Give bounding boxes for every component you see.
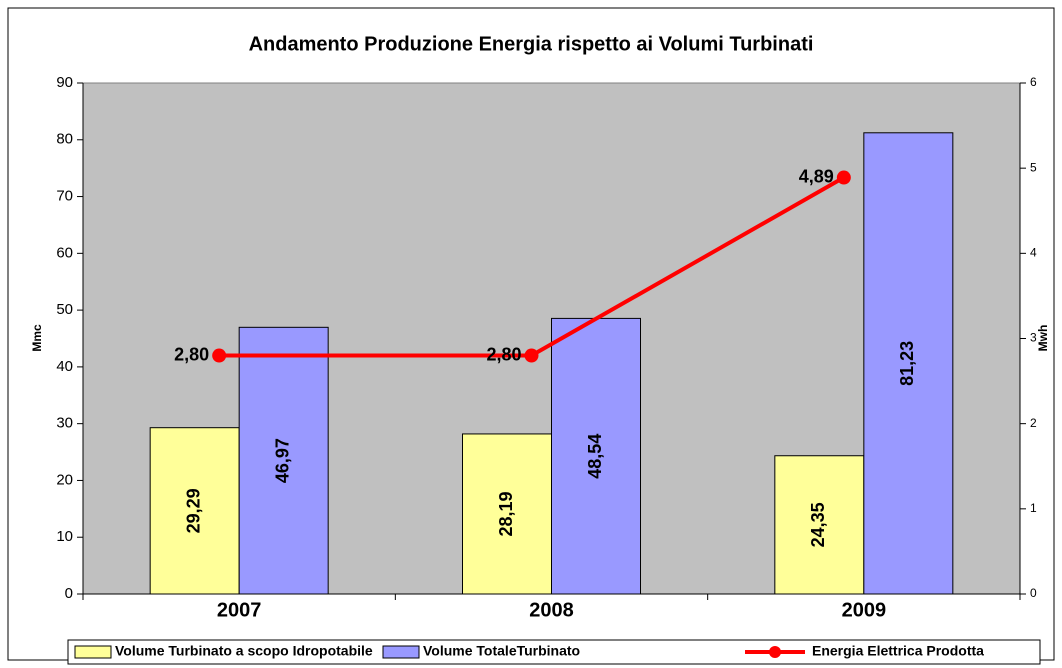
line-point <box>836 170 851 185</box>
bar <box>149 427 240 595</box>
legend-swatch <box>74 645 112 659</box>
bar <box>551 317 641 595</box>
bar <box>238 326 329 595</box>
bar <box>462 433 552 595</box>
y-tick-label: 90 <box>56 74 73 91</box>
y-tick-label: 80 <box>56 131 73 148</box>
legend-label: Volume Turbinato a scopo Idropotabile <box>115 643 373 659</box>
y-tick-label: 40 <box>56 358 73 375</box>
bar-value-label: 28,19 <box>496 491 516 536</box>
bar <box>863 132 954 595</box>
line-value-label: 2,80 <box>174 344 209 364</box>
y2-tick-label: 0 <box>1030 586 1037 600</box>
y-tick-label: 60 <box>56 244 73 261</box>
y2-tick-label: 1 <box>1030 501 1037 515</box>
legend-label: Volume TotaleTurbinato <box>423 643 580 659</box>
legend-swatch <box>382 645 420 659</box>
y-tick-label: 30 <box>56 415 73 432</box>
y-axis-title: Mmc <box>30 324 44 352</box>
bar-value-label: 81,23 <box>897 341 917 386</box>
y-tick-label: 70 <box>56 188 73 205</box>
bar-value-label: 48,54 <box>585 434 605 479</box>
y-tick-label: 10 <box>56 528 73 545</box>
bar-value-label: 24,35 <box>808 502 828 547</box>
bar-value-label: 46,97 <box>272 438 292 483</box>
legend-swatch-marker <box>769 646 781 658</box>
x-tick-label: 2009 <box>842 599 887 621</box>
legend-box <box>67 639 1041 665</box>
y2-tick-label: 4 <box>1030 246 1037 260</box>
x-tick-label: 2008 <box>529 599 574 621</box>
y2-axis-title: Mwh <box>1036 325 1050 352</box>
y-tick-label: 20 <box>56 471 73 488</box>
y-tick-label: 0 <box>65 585 73 602</box>
bar-value-label: 29,29 <box>183 488 203 533</box>
y2-tick-label: 3 <box>1030 331 1037 345</box>
line-value-label: 4,89 <box>799 166 834 186</box>
x-tick-label: 2007 <box>217 599 262 621</box>
chart-title: Andamento Produzione Energia rispetto ai… <box>249 33 814 55</box>
line-point <box>212 348 227 363</box>
y2-tick-label: 6 <box>1030 75 1037 89</box>
y2-tick-label: 5 <box>1030 160 1037 174</box>
legend-label: Energia Elettrica Prodotta <box>812 643 984 659</box>
y2-tick-label: 2 <box>1030 416 1037 430</box>
line-point <box>524 348 539 363</box>
y-tick-label: 50 <box>56 301 73 318</box>
line-value-label: 2,80 <box>486 344 521 364</box>
